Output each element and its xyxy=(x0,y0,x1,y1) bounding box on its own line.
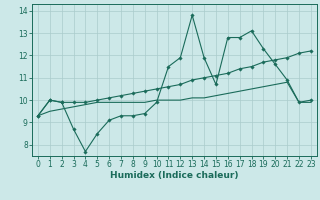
X-axis label: Humidex (Indice chaleur): Humidex (Indice chaleur) xyxy=(110,171,239,180)
